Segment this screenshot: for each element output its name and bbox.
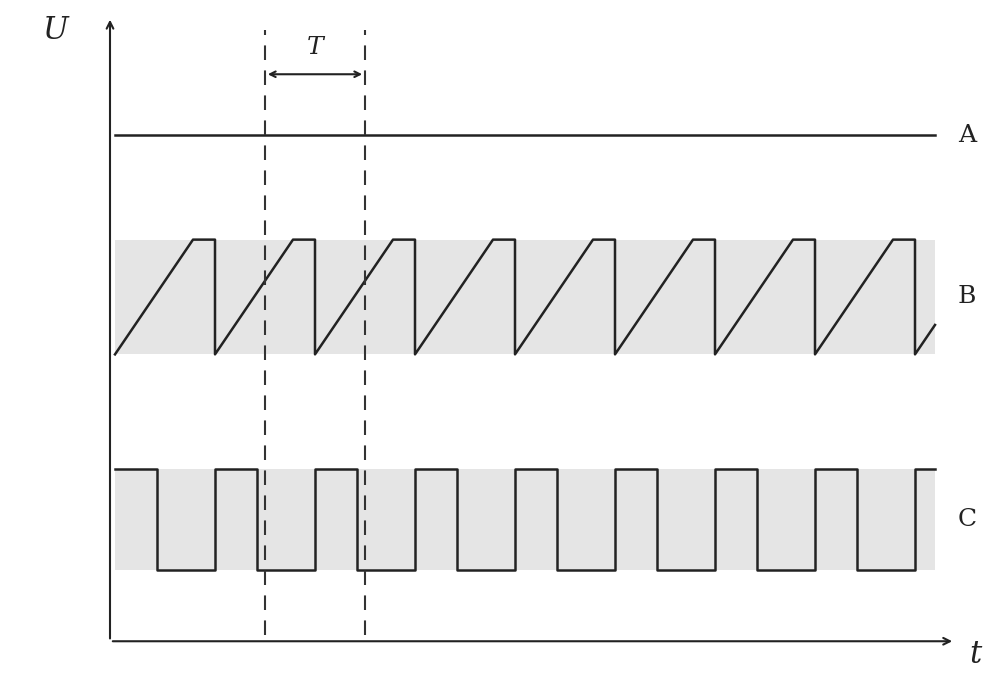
Text: C: C [958, 508, 977, 531]
Text: B: B [958, 286, 976, 308]
Text: A: A [958, 124, 976, 146]
Text: T: T [307, 36, 323, 59]
Bar [115, 240, 935, 354]
Text: t: t [969, 639, 981, 670]
Bar [115, 469, 935, 570]
Text: U: U [42, 15, 68, 46]
